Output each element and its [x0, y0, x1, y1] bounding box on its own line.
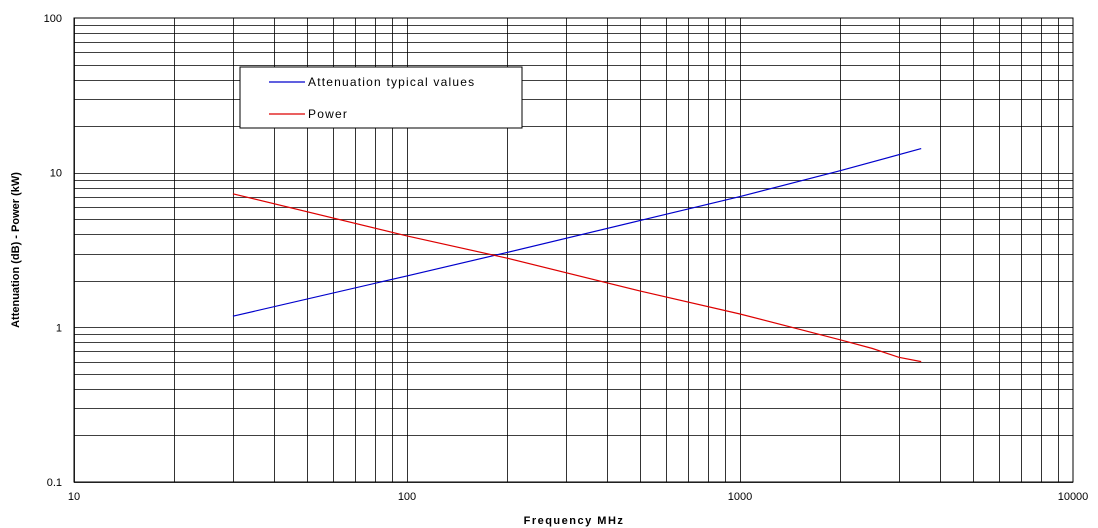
legend-label-attenuation: Attenuation typical values	[308, 75, 475, 89]
x-tick-label: 100	[398, 491, 416, 503]
legend-label-power: Power	[308, 107, 348, 121]
legend: Attenuation typical values Power	[239, 66, 523, 129]
y-tick-label: 100	[44, 13, 62, 25]
x-axis-title: Frequency MHz	[524, 515, 625, 527]
y-tick-labels: 0.1 1 10 100	[44, 13, 62, 489]
x-tick-label: 1000	[728, 491, 752, 503]
series-line-power	[232, 193, 922, 363]
legend-box	[239, 66, 523, 129]
y-tick-label: 1	[56, 322, 62, 334]
y-tick-label: 10	[50, 168, 62, 180]
series-lines	[232, 148, 922, 363]
series-line-attenuation	[232, 148, 922, 317]
x-tick-label: 10000	[1058, 491, 1089, 503]
plot-frame	[73, 17, 1074, 483]
y-tick-label: 0.1	[47, 477, 62, 489]
x-tick-labels: 10 100 1000 10000	[68, 491, 1088, 503]
x-tick-label: 10	[68, 491, 80, 503]
plot-background	[74, 18, 1073, 482]
y-axis-title: Attenuation (dB) - Power (kW)	[10, 172, 22, 328]
